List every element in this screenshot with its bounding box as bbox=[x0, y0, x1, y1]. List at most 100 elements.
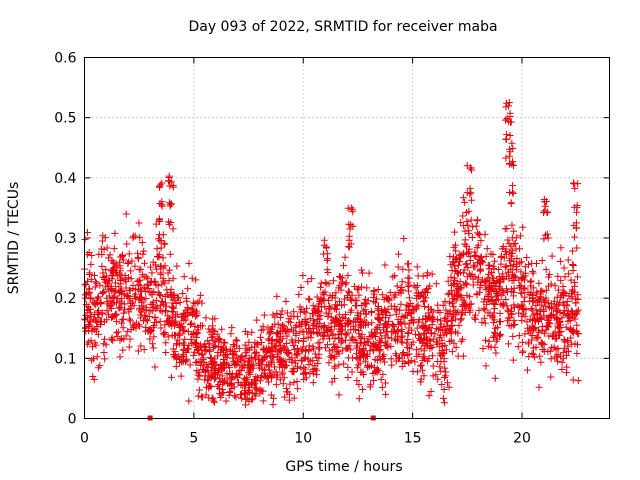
data-point bbox=[478, 318, 486, 326]
data-point bbox=[381, 379, 389, 387]
data-point bbox=[424, 284, 432, 292]
data-point bbox=[166, 266, 174, 274]
data-point bbox=[375, 367, 383, 375]
data-point bbox=[100, 348, 108, 356]
data-point bbox=[429, 362, 437, 370]
data-point bbox=[562, 323, 570, 331]
data-point bbox=[355, 330, 363, 338]
data-point bbox=[342, 331, 350, 339]
data-point bbox=[98, 237, 106, 245]
data-point bbox=[454, 270, 462, 278]
data-point bbox=[361, 306, 369, 314]
data-point bbox=[451, 267, 459, 275]
data-point bbox=[295, 337, 303, 345]
data-point bbox=[236, 371, 244, 379]
data-point bbox=[264, 378, 272, 386]
data-point bbox=[398, 332, 406, 340]
data-point bbox=[445, 299, 453, 307]
data-point bbox=[564, 342, 572, 350]
data-point bbox=[87, 295, 95, 303]
data-point bbox=[166, 250, 174, 258]
data-point bbox=[206, 328, 214, 336]
data-point bbox=[502, 116, 510, 124]
data-point bbox=[419, 356, 427, 364]
data-point bbox=[422, 285, 430, 293]
data-point bbox=[108, 313, 116, 321]
data-point bbox=[159, 330, 167, 338]
data-point bbox=[394, 335, 402, 343]
data-point bbox=[572, 299, 580, 307]
data-point bbox=[305, 295, 313, 303]
data-point bbox=[232, 393, 240, 401]
data-point bbox=[519, 347, 527, 355]
data-point bbox=[380, 296, 388, 304]
data-point bbox=[544, 208, 552, 216]
data-point bbox=[112, 329, 120, 337]
data-point bbox=[283, 385, 291, 393]
data-point bbox=[564, 310, 572, 318]
y-tick-label: 0 bbox=[68, 412, 77, 428]
data-point bbox=[127, 275, 135, 283]
data-point bbox=[356, 339, 364, 347]
data-point bbox=[441, 297, 449, 305]
data-point bbox=[441, 364, 449, 372]
data-point bbox=[457, 316, 465, 324]
data-point bbox=[496, 309, 504, 317]
data-point bbox=[560, 344, 568, 352]
data-point bbox=[338, 278, 346, 286]
data-point bbox=[420, 297, 428, 305]
data-point bbox=[185, 259, 193, 267]
data-point bbox=[474, 278, 482, 286]
data-point bbox=[335, 361, 343, 369]
data-point bbox=[358, 385, 366, 393]
data-point bbox=[230, 342, 238, 350]
data-point bbox=[515, 332, 523, 340]
data-point bbox=[381, 358, 389, 366]
data-point bbox=[172, 300, 180, 308]
data-point bbox=[460, 266, 468, 274]
data-point bbox=[487, 250, 495, 258]
data-point bbox=[377, 376, 385, 384]
data-point bbox=[211, 375, 219, 383]
data-point bbox=[451, 306, 459, 314]
data-point bbox=[152, 297, 160, 305]
data-point bbox=[131, 321, 139, 329]
data-point bbox=[405, 303, 413, 311]
data-point bbox=[135, 321, 143, 329]
data-point bbox=[150, 288, 158, 296]
data-point bbox=[363, 353, 371, 361]
data-point bbox=[155, 253, 163, 261]
data-point bbox=[198, 346, 206, 354]
data-point bbox=[488, 297, 496, 305]
data-point bbox=[290, 378, 298, 386]
data-point bbox=[568, 247, 576, 255]
data-point bbox=[535, 279, 543, 287]
data-point bbox=[230, 351, 238, 359]
data-point bbox=[520, 298, 528, 306]
data-point bbox=[404, 329, 412, 337]
data-point bbox=[156, 317, 164, 325]
data-point bbox=[531, 324, 539, 332]
data-point bbox=[112, 310, 120, 318]
data-point bbox=[108, 335, 116, 343]
data-point bbox=[101, 355, 109, 363]
chart-title: Day 093 of 2022, SRMTID for receiver mab… bbox=[188, 19, 497, 35]
data-point bbox=[512, 245, 520, 253]
data-point bbox=[403, 351, 411, 359]
data-point bbox=[381, 261, 389, 269]
data-point bbox=[556, 257, 564, 265]
data-point bbox=[185, 397, 193, 405]
data-point bbox=[369, 331, 377, 339]
data-point bbox=[523, 366, 531, 374]
data-point bbox=[478, 258, 486, 266]
data-point bbox=[207, 383, 215, 391]
data-point bbox=[404, 358, 412, 366]
data-point bbox=[545, 270, 553, 278]
data-point bbox=[472, 252, 480, 260]
data-point bbox=[307, 357, 315, 365]
data-point bbox=[480, 305, 488, 313]
data-point bbox=[511, 321, 519, 329]
data-point bbox=[542, 197, 550, 205]
data-point bbox=[389, 273, 397, 281]
data-point bbox=[131, 262, 139, 270]
